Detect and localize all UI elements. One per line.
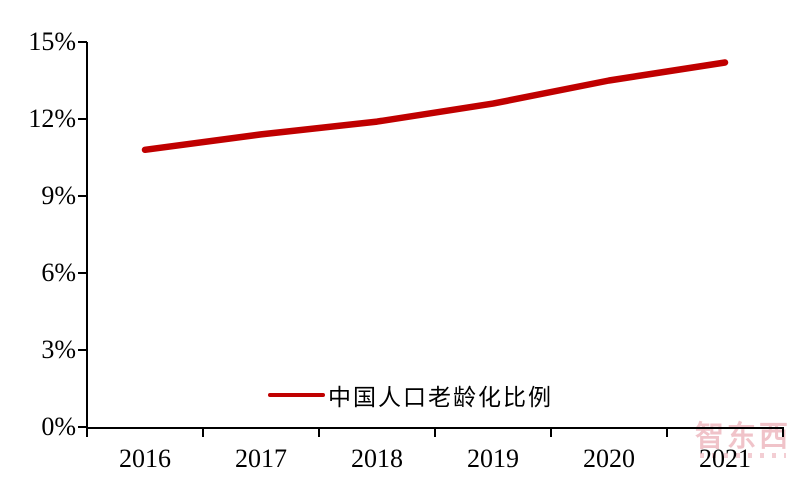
x-tick-label: 2020 (583, 444, 635, 473)
x-tick-label: 2021 (699, 444, 751, 473)
x-tick-label: 2016 (119, 444, 171, 473)
y-tick-label: 3% (41, 335, 76, 364)
x-tick-label: 2018 (351, 444, 403, 473)
legend-line-swatch (268, 392, 325, 398)
trend-line (141, 59, 729, 154)
x-tick-label: 2017 (235, 444, 287, 473)
legend-label: 中国人口老龄化比例 (328, 385, 553, 410)
y-tick-label: 12% (28, 104, 76, 133)
y-tick-label: 0% (41, 412, 76, 441)
x-tick-label: 2019 (467, 444, 519, 473)
y-tick-label: 6% (41, 258, 76, 287)
legend: 中国人口老龄化比例 (268, 378, 553, 412)
y-tick-label: 9% (41, 181, 76, 210)
y-tick-label: 15% (28, 27, 76, 56)
